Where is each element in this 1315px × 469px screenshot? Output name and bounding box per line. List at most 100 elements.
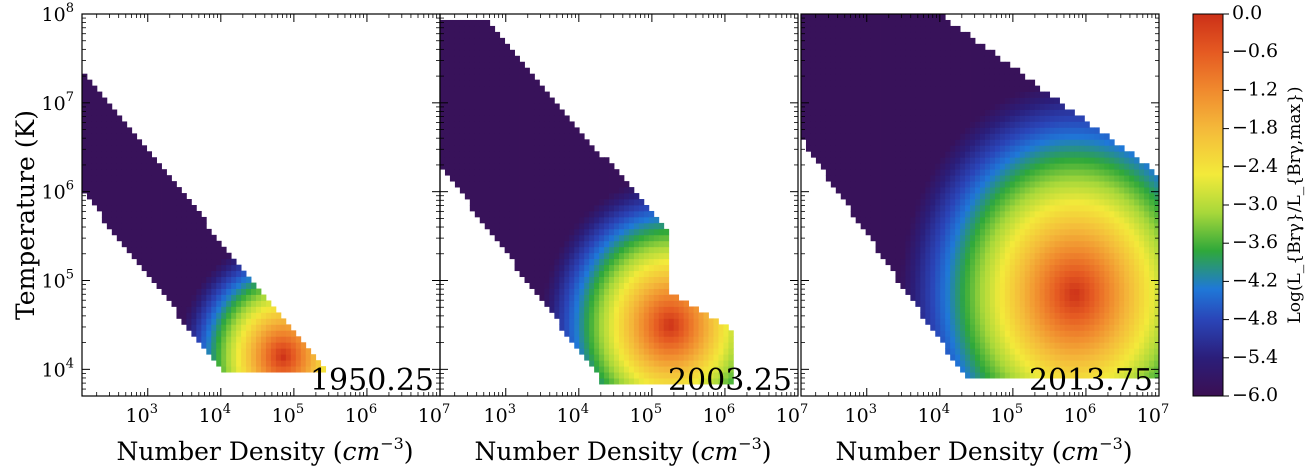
heatmap-cell bbox=[950, 306, 956, 313]
heatmap-cell bbox=[166, 175, 172, 182]
heatmap-cell bbox=[479, 97, 486, 104]
heatmap-cell bbox=[855, 193, 862, 200]
heatmap-cell bbox=[186, 270, 192, 278]
heatmap-cell bbox=[569, 324, 575, 331]
heatmap-cell bbox=[151, 157, 157, 164]
heatmap-cell bbox=[910, 199, 916, 206]
heatmap-cell bbox=[940, 205, 946, 212]
heatmap-cell bbox=[835, 31, 842, 39]
heatmap-cell bbox=[633, 258, 640, 266]
heatmap-cell bbox=[945, 133, 951, 140]
heatmap-cell bbox=[623, 306, 630, 313]
heatmap-cell bbox=[554, 216, 560, 224]
heatmap-cell bbox=[875, 73, 881, 81]
heatmap-cell bbox=[1029, 366, 1036, 373]
heatmap-cell bbox=[845, 85, 852, 92]
heatmap-cell bbox=[875, 222, 881, 230]
heatmap-cell bbox=[524, 133, 530, 140]
heatmap-cell bbox=[905, 175, 911, 182]
heatmap-cell bbox=[989, 222, 996, 230]
heatmap-cell bbox=[201, 336, 207, 343]
heatmap-cell bbox=[870, 216, 876, 224]
heatmap-cell bbox=[574, 318, 580, 325]
heatmap-cell bbox=[965, 61, 971, 69]
heatmap-cell bbox=[960, 157, 966, 164]
heatmap-cell bbox=[880, 61, 886, 69]
heatmap-cell bbox=[830, 157, 837, 164]
heatmap-cell bbox=[623, 366, 630, 373]
heatmap-cell bbox=[216, 318, 222, 325]
heatmap-cell bbox=[484, 151, 491, 158]
heatmap-cell bbox=[845, 133, 852, 140]
heatmap-cell bbox=[628, 366, 635, 373]
heatmap-cell bbox=[950, 43, 956, 51]
heatmap-cell bbox=[728, 372, 734, 379]
heatmap-cell bbox=[459, 175, 466, 182]
heatmap-cell bbox=[444, 169, 451, 176]
heatmap-cell bbox=[534, 210, 540, 218]
heatmap-cell bbox=[146, 264, 153, 272]
heatmap-cell bbox=[935, 181, 941, 188]
heatmap-cell bbox=[574, 324, 580, 331]
heatmap-cell bbox=[845, 121, 852, 128]
heatmap-cell bbox=[895, 61, 901, 69]
heatmap-cell bbox=[599, 312, 605, 319]
heatmap-cell bbox=[464, 109, 471, 116]
heatmap-cell bbox=[960, 31, 966, 39]
heatmap-cell bbox=[444, 163, 451, 170]
heatmap-cell bbox=[186, 216, 192, 224]
heatmap-cell bbox=[805, 91, 812, 98]
heatmap-cell bbox=[994, 348, 1001, 355]
heatmap-cell bbox=[504, 240, 511, 248]
heatmap-cell bbox=[890, 228, 896, 236]
heatmap-cell bbox=[994, 294, 1001, 301]
heatmap-cell bbox=[519, 252, 525, 260]
heatmap-cell bbox=[469, 97, 476, 104]
heatmap-cell bbox=[653, 366, 660, 373]
heatmap-cell bbox=[579, 139, 585, 146]
heatmap-cell bbox=[633, 288, 640, 295]
heatmap-cell bbox=[221, 258, 227, 266]
heatmap-cell bbox=[648, 354, 655, 361]
heatmap-cell bbox=[444, 85, 451, 92]
heatmap-cell bbox=[713, 348, 719, 355]
heatmap-cell bbox=[91, 187, 98, 194]
heatmap-cell bbox=[865, 115, 872, 122]
heatmap-cell bbox=[141, 169, 148, 176]
heatmap-cell bbox=[111, 133, 118, 140]
heatmap-cell bbox=[673, 354, 680, 361]
heatmap-cell bbox=[181, 306, 187, 313]
heatmap-cell bbox=[619, 378, 625, 385]
heatmap-cell bbox=[285, 360, 292, 367]
heatmap-cell bbox=[970, 258, 976, 266]
heatmap-cell bbox=[875, 79, 881, 87]
heatmap-cell bbox=[599, 300, 605, 307]
heatmap-cell bbox=[835, 43, 842, 51]
heatmap-cell bbox=[1004, 193, 1011, 200]
heatmap-cell bbox=[474, 199, 481, 206]
heatmap-cell bbox=[171, 246, 177, 254]
heatmap-cell bbox=[459, 151, 466, 158]
heatmap-cell bbox=[935, 127, 941, 134]
heatmap-cell bbox=[994, 187, 1001, 194]
heatmap-cell bbox=[211, 294, 217, 301]
heatmap-cell bbox=[594, 187, 600, 194]
heatmap-cell bbox=[454, 175, 461, 182]
heatmap-cell bbox=[171, 199, 177, 206]
heatmap-cell bbox=[623, 222, 630, 230]
heatmap-cell bbox=[980, 175, 986, 182]
heatmap-cell bbox=[201, 342, 207, 349]
heatmap-cell bbox=[231, 258, 237, 266]
heatmap-cell bbox=[594, 193, 600, 200]
heatmap-cell bbox=[935, 37, 941, 45]
heatmap-cell bbox=[479, 151, 486, 158]
heatmap-cell bbox=[549, 163, 555, 170]
heatmap-cell bbox=[1019, 216, 1026, 224]
heatmap-cell bbox=[965, 139, 971, 146]
heatmap-cell bbox=[984, 276, 991, 283]
heatmap-cell bbox=[464, 67, 471, 75]
heatmap-cell bbox=[489, 175, 496, 182]
heatmap-cell bbox=[830, 97, 837, 104]
heatmap-cell bbox=[980, 312, 986, 319]
heatmap-cell bbox=[885, 205, 891, 212]
